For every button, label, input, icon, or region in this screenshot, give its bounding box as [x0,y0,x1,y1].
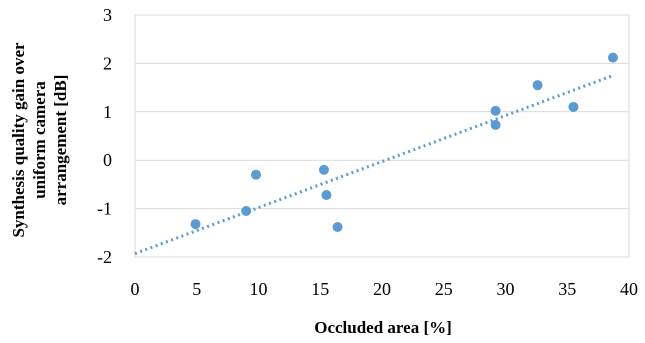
x-tick-label: 15 [311,279,329,299]
y-tick-label: -2 [97,247,112,267]
y-axis-title-line-3: arrangement [dB] [51,75,70,206]
data-point [490,119,501,130]
x-tick-labels: 0 5 10 15 20 25 30 35 40 [131,279,639,299]
y-tick-labels: -2 -1 0 1 2 3 [97,5,112,267]
data-point [318,164,329,175]
data-point [190,219,201,230]
y-tick-label: 3 [103,5,112,25]
data-point [568,101,579,112]
data-point [332,221,343,232]
y-tick-label: -1 [97,199,112,219]
y-axis-title-line-1: Synthesis quality gain over [9,42,28,238]
x-tick-label: 40 [620,279,638,299]
y-tick-label: 0 [103,150,112,170]
x-tick-label: 10 [250,279,268,299]
data-point [607,52,618,63]
data-point [251,169,262,180]
y-tick-label: 1 [103,102,112,122]
trendline [134,74,614,256]
data-point [241,206,252,217]
data-point [532,80,543,91]
y-tick-label: 2 [103,53,112,73]
data-point [490,105,501,116]
trendline-group [134,74,614,256]
y-axis-title: Synthesis quality gain over uniform came… [9,42,70,238]
x-axis-title: Occluded area [%] [314,318,452,337]
x-tick-label: 30 [497,279,515,299]
gridlines [135,14,629,258]
x-tick-label: 35 [558,279,576,299]
x-tick-label: 0 [131,279,140,299]
data-point [321,190,332,201]
y-axis-title-line-2: uniform camera [30,81,49,199]
axes [134,15,630,257]
x-tick-label: 20 [373,279,391,299]
x-tick-label: 25 [435,279,453,299]
data-points [190,52,618,232]
x-tick-label: 5 [192,279,201,299]
